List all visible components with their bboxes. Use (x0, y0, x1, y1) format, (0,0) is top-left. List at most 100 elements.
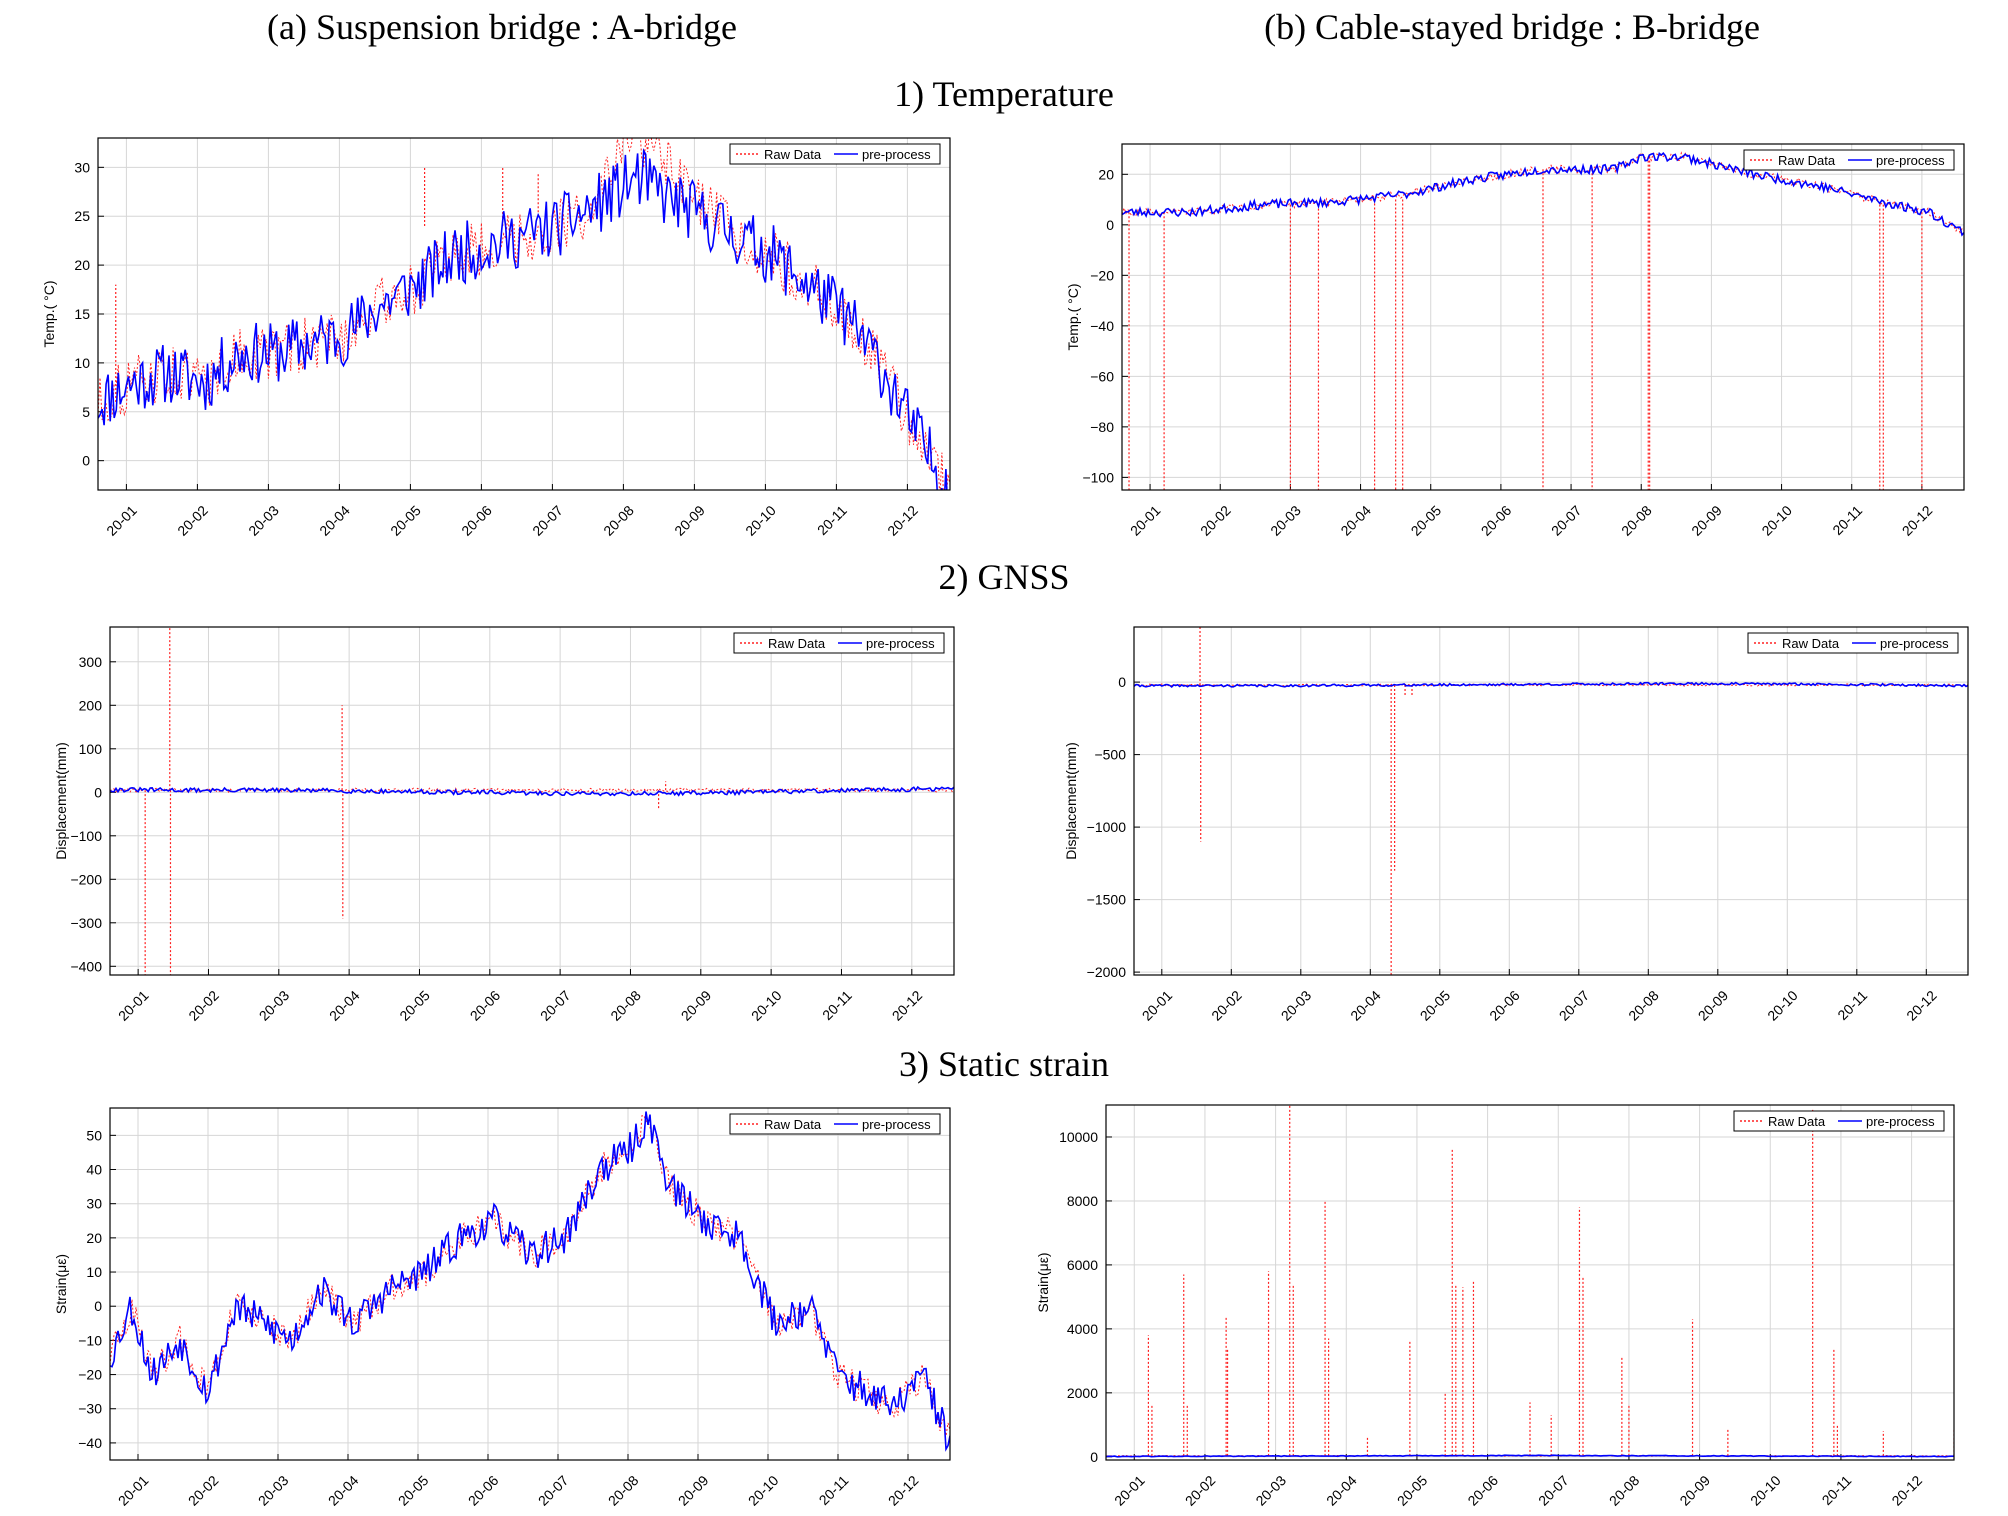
x-tick-label: 20-08 (1606, 1472, 1643, 1509)
chart-strain-a: −40 −30 −20 −10 0 10 20 30 40 50 20-01 20-02 20-03 20… (53, 1107, 951, 1509)
row-title-static-strain: 3) Static strain (899, 1044, 1109, 1084)
y-tick-label: −40 (1090, 318, 1114, 334)
x-tick-label: 20-03 (256, 987, 293, 1024)
series-pre-process-line (1134, 681, 1968, 688)
x-tick-label: 20-06 (465, 1472, 502, 1509)
y-tick-label: 0 (1106, 217, 1114, 233)
plot-frame (1105, 1104, 1955, 1461)
y-tick-label: 200 (79, 697, 103, 713)
x-tick-label: 20-12 (885, 1472, 922, 1509)
y-tick-label: 30 (86, 1196, 102, 1212)
x-tick-label: 20-12 (1888, 1472, 1925, 1509)
x-tick-label: 20-02 (185, 1472, 222, 1509)
series-pre-process-line (98, 148, 948, 490)
x-tick-label: 20-08 (607, 987, 644, 1024)
x-tick-label: 20-09 (1688, 502, 1725, 539)
y-tick-label: −40 (78, 1435, 102, 1451)
y-tick-label: −300 (70, 915, 102, 931)
y-tick-label: 10 (74, 355, 90, 371)
x-tick-label: 20-05 (1394, 1472, 1431, 1509)
chart-temp-b: −100 −80 −60 −40 −20 0 20 20-01 20-02 20-03 20-04 2… (1065, 143, 1965, 539)
legend-pre-process-label: pre-process (866, 636, 935, 651)
plot-frame (97, 137, 951, 491)
x-tick-label: 20-07 (529, 502, 566, 539)
y-axis-label: Displacement(mm) (53, 742, 69, 859)
x-tick-label: 20-05 (1408, 502, 1445, 539)
x-tick-label: 20-03 (1267, 502, 1304, 539)
x-tick-label: 20-03 (1252, 1472, 1289, 1509)
x-tick-label: 20-09 (671, 502, 708, 539)
y-tick-label: 8000 (1067, 1193, 1098, 1209)
x-tick-label: 20-08 (605, 1472, 642, 1509)
x-tick-label: 20-10 (1764, 987, 1801, 1024)
x-tick-label: 20-12 (1903, 987, 1940, 1024)
x-tick-label: 20-12 (884, 502, 921, 539)
legend-pre-process-label: pre-process (862, 147, 931, 162)
legend-raw-label: Raw Data (764, 1117, 822, 1132)
x-tick-label: 20-01 (103, 502, 140, 539)
y-tick-label: 25 (74, 208, 90, 224)
x-tick-label: 20-04 (1323, 1472, 1360, 1509)
x-tick-label: 20-02 (1197, 502, 1234, 539)
legend-raw-label: Raw Data (1782, 636, 1840, 651)
plot-frame (109, 626, 955, 976)
y-tick-label: 40 (86, 1162, 102, 1178)
plot-area (110, 1108, 950, 1460)
y-tick-label: −10 (78, 1332, 102, 1348)
x-tick-label: 20-08 (600, 502, 637, 539)
x-tick-label: 20-05 (396, 987, 433, 1024)
chart-gnss-a: −400 −300 −200 −100 0 100 200 300 20-01 20-02 20-0… (53, 626, 955, 1024)
x-tick-label: 20-12 (889, 987, 926, 1024)
y-tick-label: −200 (70, 871, 102, 887)
y-tick-label: 10000 (1059, 1129, 1098, 1145)
x-tick-label: 20-09 (1695, 987, 1732, 1024)
x-tick-label: 20-10 (742, 502, 779, 539)
y-tick-label: −500 (1094, 747, 1126, 763)
legend: Raw Data pre-process (729, 1113, 941, 1135)
series-layer (110, 627, 954, 975)
x-tick-label: 20-06 (458, 502, 495, 539)
series-pre-process-line (1106, 1454, 1954, 1458)
plot-frame (1121, 143, 1965, 491)
plot-area (1134, 627, 1968, 975)
x-tick-label: 20-02 (174, 502, 211, 539)
y-tick-label: 4000 (1067, 1321, 1098, 1337)
y-tick-label: 0 (1118, 674, 1126, 690)
y-axis-label: Displacement(mm) (1063, 742, 1079, 859)
x-tick-label: 20-09 (675, 1472, 712, 1509)
y-tick-label: 20 (1098, 166, 1114, 182)
x-tick-label: 20-01 (115, 1472, 152, 1509)
x-tick-label: 20-11 (1834, 987, 1870, 1023)
legend: Raw Data pre-process (1747, 632, 1959, 654)
x-tick-label: 20-08 (1625, 987, 1662, 1024)
column-title-a: (a) Suspension bridge : A-bridge (267, 7, 737, 47)
plot-area (110, 627, 954, 975)
legend-pre-process-label: pre-process (862, 1117, 931, 1132)
y-tick-label: 300 (79, 654, 103, 670)
x-tick-label: 20-04 (1347, 987, 1384, 1024)
y-tick-label: −2000 (1087, 964, 1127, 980)
y-axis-label: Strain(με) (1035, 1252, 1051, 1312)
column-title-b: (b) Cable-stayed bridge : B-bridge (1264, 7, 1760, 47)
chart-gnss-b: −2000 −1500 −1000 −500 0 20-01 20-02 20-03 20-04… (1063, 626, 1969, 1024)
x-tick-label: 20-02 (1182, 1472, 1219, 1509)
plot-frame (109, 1107, 951, 1461)
x-tick-label: 20-12 (1899, 502, 1936, 539)
y-tick-label: −60 (1090, 368, 1114, 384)
x-tick-label: 20-03 (1278, 987, 1315, 1024)
y-tick-label: −1000 (1087, 819, 1127, 835)
y-tick-label: 0 (94, 784, 102, 800)
x-tick-label: 20-01 (1111, 1472, 1148, 1509)
y-tick-label: 5 (82, 404, 90, 420)
y-tick-label: 0 (94, 1298, 102, 1314)
x-tick-label: 20-11 (816, 1472, 852, 1508)
row-title-gnss: 2) GNSS (938, 557, 1070, 597)
x-tick-label: 20-05 (1417, 987, 1454, 1024)
x-tick-label: 20-06 (1478, 502, 1515, 539)
x-tick-label: 20-05 (387, 502, 424, 539)
y-tick-label: −100 (70, 828, 102, 844)
x-tick-label: 20-04 (326, 987, 363, 1024)
y-axis-label: Temp.( °C) (41, 280, 57, 347)
x-tick-label: 20-07 (1535, 1472, 1572, 1509)
